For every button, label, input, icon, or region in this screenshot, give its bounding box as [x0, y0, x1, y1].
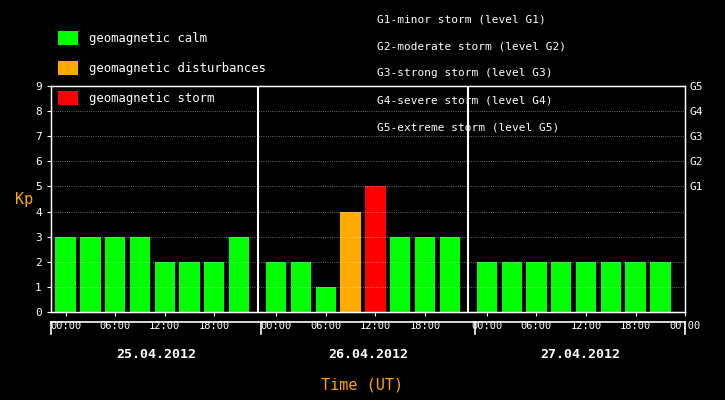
- Text: G5-extreme storm (level G5): G5-extreme storm (level G5): [377, 123, 559, 133]
- Bar: [130, 237, 150, 312]
- Text: Time (UT): Time (UT): [321, 377, 404, 392]
- Text: G1-minor storm (level G1): G1-minor storm (level G1): [377, 14, 546, 24]
- Text: geomagnetic disturbances: geomagnetic disturbances: [89, 62, 266, 75]
- Bar: [526, 262, 547, 312]
- Bar: [204, 262, 225, 312]
- Text: geomagnetic calm: geomagnetic calm: [89, 32, 207, 45]
- Bar: [626, 262, 646, 312]
- Text: geomagnetic storm: geomagnetic storm: [89, 92, 215, 105]
- Text: G3-strong storm (level G3): G3-strong storm (level G3): [377, 68, 552, 78]
- Bar: [415, 237, 435, 312]
- Bar: [266, 262, 286, 312]
- Bar: [229, 237, 249, 312]
- Bar: [105, 237, 125, 312]
- Bar: [365, 186, 386, 312]
- Text: 25.04.2012: 25.04.2012: [116, 348, 196, 360]
- Bar: [439, 237, 460, 312]
- Bar: [154, 262, 175, 312]
- Bar: [600, 262, 621, 312]
- Bar: [179, 262, 199, 312]
- Bar: [341, 212, 361, 312]
- Bar: [80, 237, 101, 312]
- Bar: [477, 262, 497, 312]
- Bar: [315, 287, 336, 312]
- Bar: [390, 237, 410, 312]
- Bar: [55, 237, 76, 312]
- Text: 26.04.2012: 26.04.2012: [328, 348, 408, 360]
- Bar: [502, 262, 522, 312]
- Text: G2-moderate storm (level G2): G2-moderate storm (level G2): [377, 41, 566, 51]
- Bar: [551, 262, 571, 312]
- Bar: [291, 262, 311, 312]
- Text: G4-severe storm (level G4): G4-severe storm (level G4): [377, 96, 552, 106]
- Bar: [576, 262, 596, 312]
- Bar: [650, 262, 671, 312]
- Y-axis label: Kp: Kp: [14, 192, 33, 206]
- Text: 27.04.2012: 27.04.2012: [540, 348, 620, 360]
